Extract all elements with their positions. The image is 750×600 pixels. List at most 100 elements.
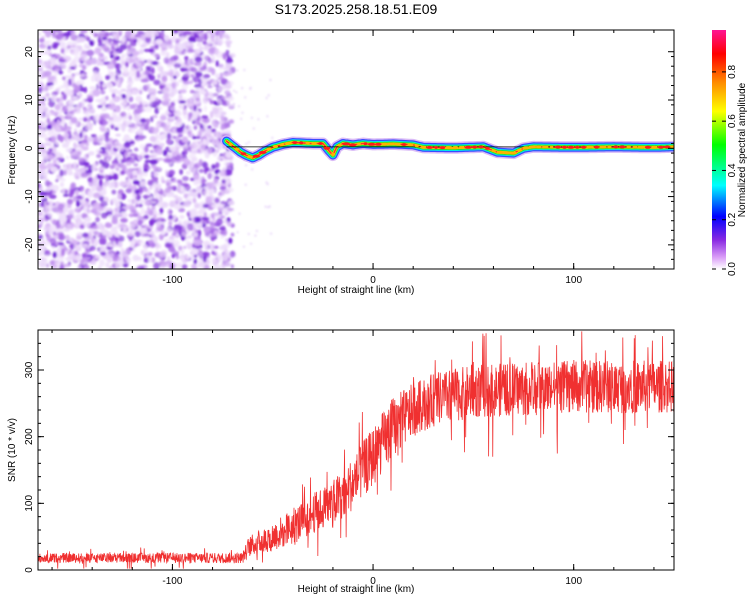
noise-speck bbox=[211, 139, 220, 146]
noise-speck bbox=[207, 39, 212, 45]
noise-speck bbox=[192, 150, 198, 154]
ridge-peak bbox=[252, 154, 260, 158]
noise-speck bbox=[92, 71, 98, 78]
noise-speck bbox=[136, 113, 141, 119]
noise-speck bbox=[182, 108, 187, 116]
noise-speck bbox=[100, 107, 108, 112]
noise-speck bbox=[80, 172, 89, 178]
noise-speck bbox=[58, 242, 64, 246]
noise-speck bbox=[163, 35, 170, 42]
noise-speck bbox=[162, 86, 170, 94]
noise-speck bbox=[88, 151, 95, 156]
noise-speck bbox=[217, 98, 222, 105]
noise-speck bbox=[45, 62, 50, 69]
noise-speck bbox=[79, 259, 85, 265]
noise-speck bbox=[146, 83, 150, 89]
noise-region bbox=[38, 30, 274, 269]
y-tick-label: 100 bbox=[24, 495, 35, 512]
noise-speck bbox=[144, 105, 153, 113]
noise-speck bbox=[192, 38, 196, 43]
noise-speck bbox=[70, 30, 77, 35]
noise-speck bbox=[66, 45, 71, 50]
noise-speck bbox=[168, 169, 175, 176]
noise-speck bbox=[127, 173, 135, 180]
noise-speck bbox=[44, 49, 52, 55]
noise-speck bbox=[108, 265, 113, 269]
noise-speck bbox=[181, 231, 187, 238]
noise-speck bbox=[82, 117, 88, 122]
snr-plot-area bbox=[38, 330, 674, 570]
noise-speck bbox=[180, 67, 188, 72]
noise-speck bbox=[217, 63, 224, 68]
noise-speck bbox=[95, 75, 103, 82]
noise-speck bbox=[63, 263, 71, 267]
colorbar-gradient bbox=[712, 30, 726, 269]
noise-speck bbox=[98, 172, 106, 176]
noise-speck bbox=[77, 218, 83, 225]
ridge-peak bbox=[323, 146, 331, 150]
noise-speck bbox=[93, 114, 101, 121]
noise-speck bbox=[123, 66, 129, 74]
noise-speck bbox=[139, 118, 147, 123]
noise-speck bbox=[111, 45, 115, 51]
ridge-peak bbox=[240, 152, 247, 156]
ridge-peak bbox=[575, 145, 580, 149]
noise-speck bbox=[86, 45, 91, 49]
noise-speck bbox=[102, 113, 111, 120]
noise-speck bbox=[228, 104, 235, 108]
noise-speck bbox=[131, 90, 139, 96]
noise-speck bbox=[238, 105, 240, 108]
noise-speck bbox=[100, 90, 106, 95]
noise-speck bbox=[125, 188, 132, 194]
noise-speck bbox=[114, 116, 123, 123]
noise-speck bbox=[96, 153, 102, 159]
noise-speck bbox=[111, 88, 119, 94]
noise-speck bbox=[166, 138, 172, 145]
noise-speck bbox=[89, 245, 96, 251]
noise-speck bbox=[63, 107, 68, 113]
y-tick-label: 200 bbox=[24, 428, 35, 445]
noise-speck bbox=[83, 264, 90, 269]
noise-speck bbox=[211, 214, 215, 219]
noise-speck bbox=[172, 99, 177, 103]
noise-speck bbox=[200, 264, 205, 268]
noise-speck bbox=[134, 189, 140, 195]
noise-speck bbox=[218, 86, 222, 93]
noise-speck bbox=[111, 110, 118, 118]
noise-speck bbox=[197, 192, 202, 199]
colorbar-tick-label: 0.6 bbox=[727, 114, 738, 128]
noise-speck bbox=[199, 46, 204, 50]
noise-speck bbox=[160, 80, 166, 86]
noise-speck bbox=[70, 117, 78, 124]
ridge-peak bbox=[426, 145, 433, 149]
x-tick-label: 0 bbox=[370, 576, 376, 587]
noise-speck bbox=[96, 58, 101, 66]
noise-speck bbox=[127, 45, 132, 49]
noise-speck bbox=[226, 80, 234, 86]
noise-speck bbox=[68, 168, 72, 176]
noise-speck bbox=[86, 208, 91, 214]
noise-speck bbox=[102, 83, 107, 88]
snr-series-line bbox=[38, 331, 674, 569]
noise-speck bbox=[193, 105, 197, 112]
ridge-peak bbox=[401, 143, 407, 146]
noise-speck bbox=[38, 113, 42, 117]
noise-speck bbox=[47, 45, 52, 51]
noise-speck bbox=[174, 47, 180, 55]
noise-speck bbox=[108, 143, 114, 149]
noise-speck bbox=[41, 86, 46, 93]
noise-speck bbox=[236, 231, 239, 234]
noise-speck bbox=[112, 32, 116, 39]
noise-speck bbox=[43, 226, 50, 231]
y-tick-label: 0 bbox=[24, 567, 35, 573]
noise-speck bbox=[116, 33, 120, 41]
noise-speck bbox=[160, 218, 167, 223]
noise-speck bbox=[98, 40, 103, 45]
noise-speck bbox=[120, 101, 128, 107]
spectrogram-frame bbox=[37, 29, 675, 270]
noise-speck bbox=[164, 242, 172, 248]
noise-speck bbox=[66, 163, 74, 171]
noise-speck bbox=[145, 69, 150, 75]
noise-speck bbox=[152, 236, 159, 241]
noise-speck bbox=[63, 169, 67, 176]
